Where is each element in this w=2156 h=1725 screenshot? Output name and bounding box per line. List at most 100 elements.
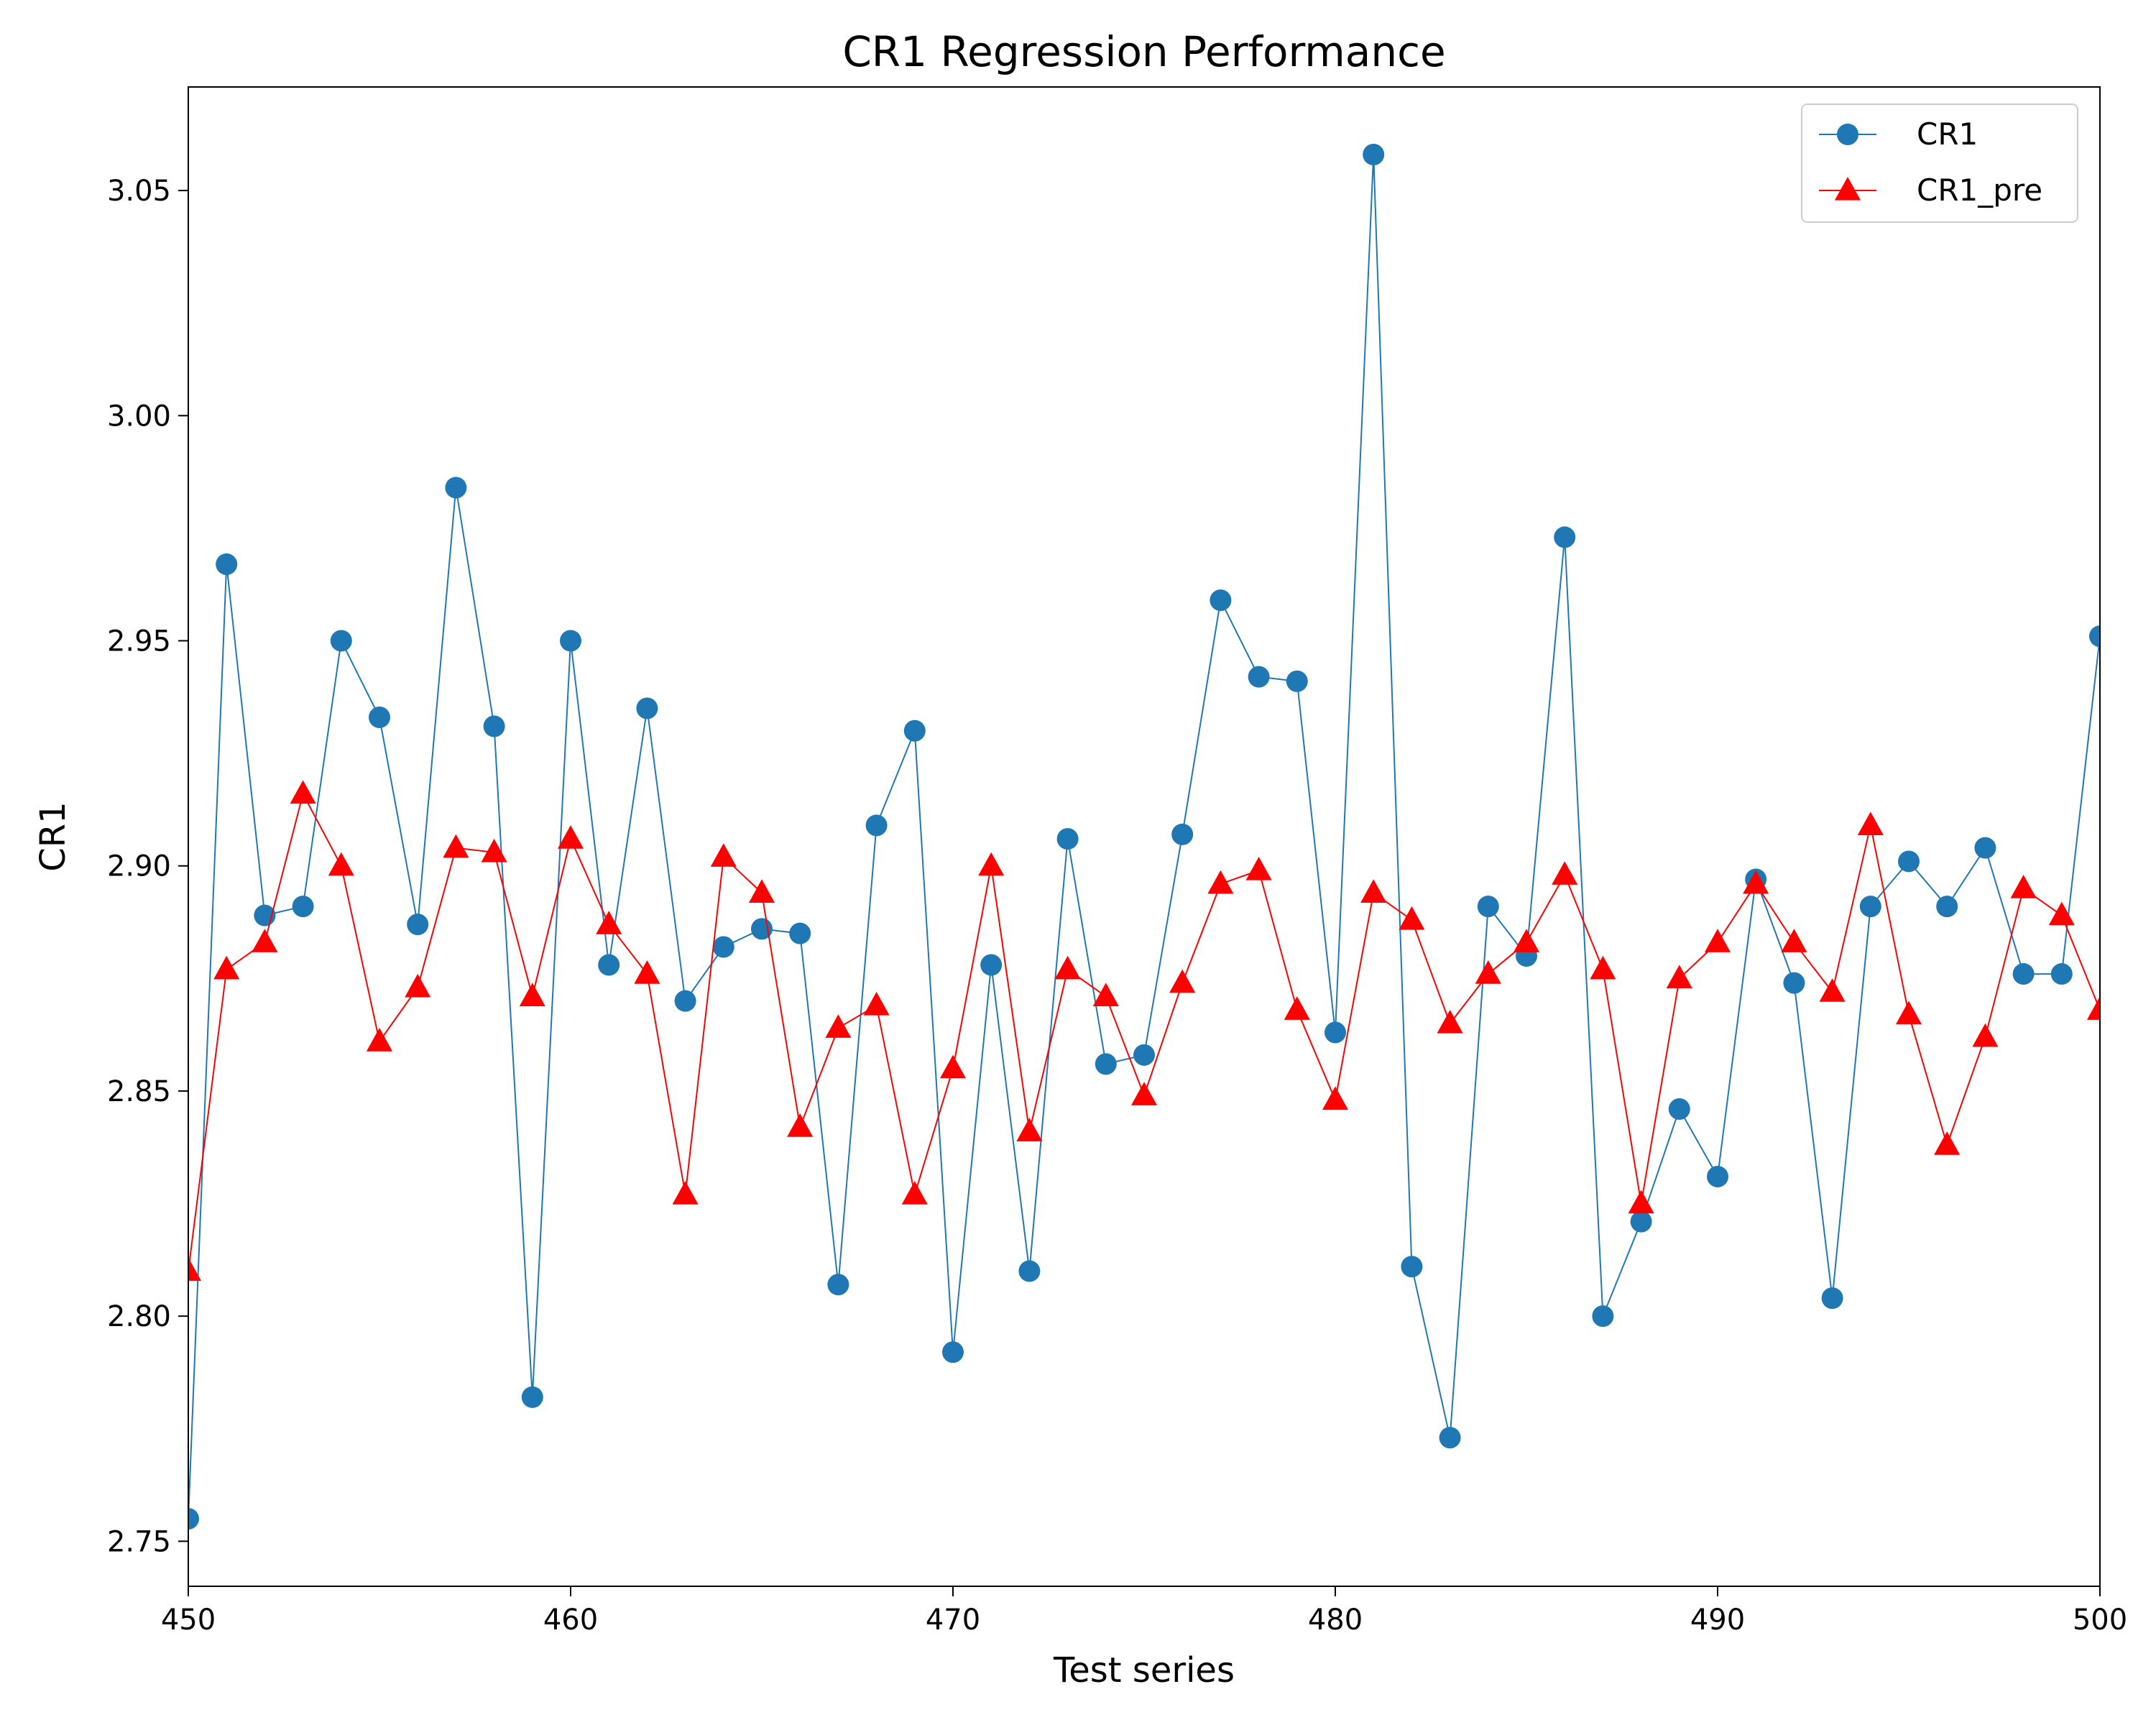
- data-point: [1322, 1086, 1349, 1110]
- data-point: [1016, 1118, 1043, 1141]
- data-point: [980, 954, 1003, 976]
- data-point: [1437, 1009, 1463, 1034]
- data-point: [1821, 1287, 1843, 1310]
- legend-label: CR1: [1917, 116, 1978, 152]
- legend-marker: [1834, 177, 1861, 201]
- data-point: [1171, 823, 1194, 845]
- y-tick-label: 2.90: [107, 850, 171, 883]
- data-point: [787, 1113, 814, 1137]
- legend-label: CR1_pre: [1917, 172, 2042, 208]
- data-point: [1668, 1098, 1690, 1120]
- data-point: [188, 1508, 199, 1530]
- data-point: [1974, 837, 1996, 859]
- y-tick-label: 2.95: [107, 625, 171, 658]
- data-point: [292, 896, 314, 918]
- x-tick-label: 450: [161, 1604, 216, 1637]
- data-point: [1707, 1165, 1728, 1187]
- y-tick-label: 2.80: [107, 1300, 171, 1333]
- data-point: [1095, 1053, 1117, 1075]
- data-point: [1245, 856, 1272, 880]
- legend-item: CR1_pre: [1819, 172, 2042, 208]
- data-point: [710, 843, 737, 867]
- data-point: [1934, 1131, 1961, 1155]
- data-point: [1284, 996, 1310, 1020]
- data-point: [1360, 879, 1387, 903]
- x-axis-title: Test series: [1053, 1650, 1235, 1690]
- plot-frame: [188, 86, 2101, 1587]
- data-point: [1475, 960, 1501, 984]
- data-point: [1092, 983, 1119, 1007]
- data-point: [1895, 1000, 1922, 1025]
- data-point: [1130, 1082, 1158, 1105]
- data-point: [827, 1274, 849, 1296]
- legend: CR1 CR1_pre: [1801, 104, 2078, 223]
- data-point: [674, 990, 696, 1012]
- data-point: [1704, 929, 1731, 952]
- data-point: [1248, 666, 1270, 688]
- data-point: [405, 973, 431, 998]
- data-point: [1325, 1021, 1346, 1044]
- data-point: [1210, 589, 1232, 612]
- data-point: [2086, 996, 2100, 1020]
- x-tick-label: 500: [2073, 1604, 2127, 1637]
- y-tick-label: 3.05: [107, 175, 171, 208]
- data-point: [443, 834, 469, 858]
- data-point: [560, 630, 581, 652]
- x-tick-label: 490: [1690, 1604, 1745, 1637]
- data-point: [1552, 861, 1578, 885]
- data-point: [1056, 828, 1079, 850]
- data-point: [2010, 875, 2037, 898]
- data-point: [1286, 670, 1308, 692]
- data-point: [825, 1014, 852, 1038]
- data-point: [407, 914, 429, 936]
- data-point: [1207, 870, 1234, 894]
- y-tick-label: 2.75: [107, 1525, 171, 1558]
- data-point: [1477, 896, 1499, 918]
- data-point: [901, 1181, 928, 1205]
- data-point: [712, 936, 734, 958]
- data-point: [1169, 969, 1196, 993]
- data-point: [1630, 1210, 1652, 1233]
- data-point: [1513, 929, 1540, 952]
- x-tick-label: 480: [1308, 1604, 1363, 1637]
- data-point: [216, 553, 238, 576]
- y-tick-label: 2.85: [107, 1075, 171, 1108]
- data-point: [213, 955, 240, 980]
- data-point: [748, 879, 775, 903]
- data-point: [1819, 978, 1846, 1002]
- data-point: [1743, 870, 1769, 894]
- data-point: [483, 715, 505, 737]
- data-point: [1666, 965, 1692, 989]
- data-point: [1054, 955, 1081, 980]
- data-point: [942, 1341, 964, 1363]
- data-point: [2050, 963, 2073, 985]
- data-point: [1439, 1427, 1461, 1449]
- data-point: [1018, 1260, 1041, 1282]
- data-point: [1592, 1305, 1614, 1328]
- data-point: [1781, 929, 1807, 952]
- series-cr1-pre: [188, 780, 2100, 1282]
- data-point: [366, 1028, 393, 1052]
- data-point: [2089, 625, 2100, 648]
- data-point: [1628, 1190, 1654, 1214]
- y-axis: 2.75 2.80 2.85 2.90 2.95 3.00 3.05: [107, 175, 188, 1558]
- data-point: [1972, 1023, 1999, 1047]
- data-point: [2048, 901, 2075, 926]
- data-point: [865, 814, 888, 837]
- data-point: [252, 929, 278, 952]
- x-axis: 450 460 470 480 490 500: [161, 1586, 2127, 1637]
- data-point: [789, 922, 811, 944]
- data-point: [1590, 955, 1616, 980]
- x-tick-label: 460: [543, 1604, 598, 1637]
- data-point: [1399, 906, 1425, 930]
- data-point: [521, 1386, 543, 1408]
- data-point: [596, 911, 622, 934]
- data-point: [1898, 850, 1920, 873]
- data-point: [978, 852, 1005, 876]
- data-point: [481, 838, 507, 862]
- data-point: [1783, 972, 1805, 994]
- data-point: [328, 852, 354, 876]
- y-tick-label: 3.00: [107, 400, 171, 433]
